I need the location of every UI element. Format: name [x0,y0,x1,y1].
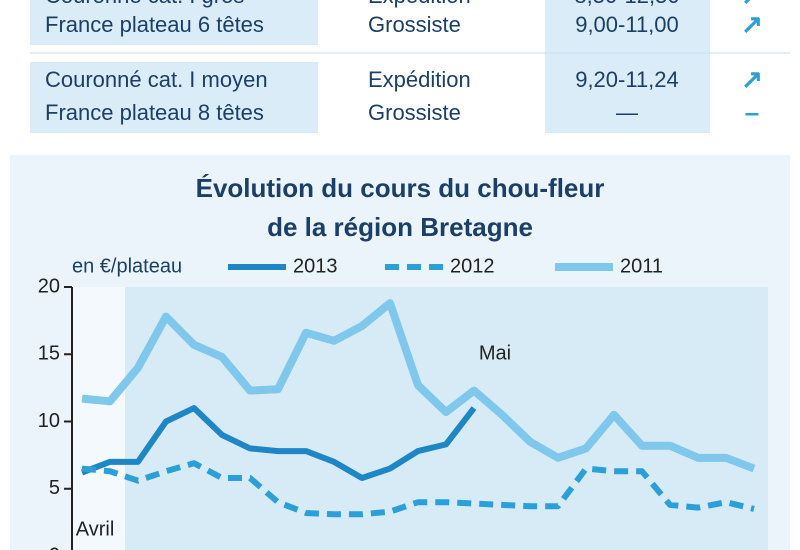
market: Grossiste [368,100,461,125]
product: France plateau 8 têtes [45,100,264,125]
trend: ↗ [741,64,763,94]
price: 9,20-11,24 [575,67,679,92]
y-tick-label: 20 [38,275,60,297]
cell-bg [545,0,710,133]
market: Grossiste [368,12,461,37]
trend: ↗ [741,0,763,10]
series-line [80,405,477,481]
chart-title: de la région Bretagne [267,212,533,242]
series-line [81,460,755,518]
legend-label: 2013 [293,255,338,277]
trend: – [745,97,759,127]
product: Couronné cat. I moyen [45,67,268,92]
price: 8,50-12,50 [574,0,679,8]
y-tick-label: 5 [49,477,60,499]
product: France plateau 6 têtes [45,12,264,37]
cell-bg [30,0,318,45]
plot-bg-april [72,287,125,550]
product: Couronné cat. I gros [45,0,244,8]
annotation: Avril [76,518,115,540]
y-tick-label: 0 [49,544,60,550]
plot-bg [125,287,768,550]
market: Expédition [368,0,471,8]
unit-label: en €/plateau [72,255,182,277]
y-tick-label: 10 [38,410,60,432]
series-line [81,299,756,473]
cell-bg [30,62,318,133]
trend: ↗ [741,9,763,39]
price: — [616,100,638,125]
legend-label: 2011 [620,255,663,277]
market: Expédition [368,67,471,92]
chart-title: Évolution du cours du chou-fleur [196,173,605,203]
annotation: Mai [479,342,511,364]
price: 9,00-11,00 [575,12,679,37]
y-tick-label: 15 [38,343,60,365]
legend-label: 2012 [450,255,495,277]
